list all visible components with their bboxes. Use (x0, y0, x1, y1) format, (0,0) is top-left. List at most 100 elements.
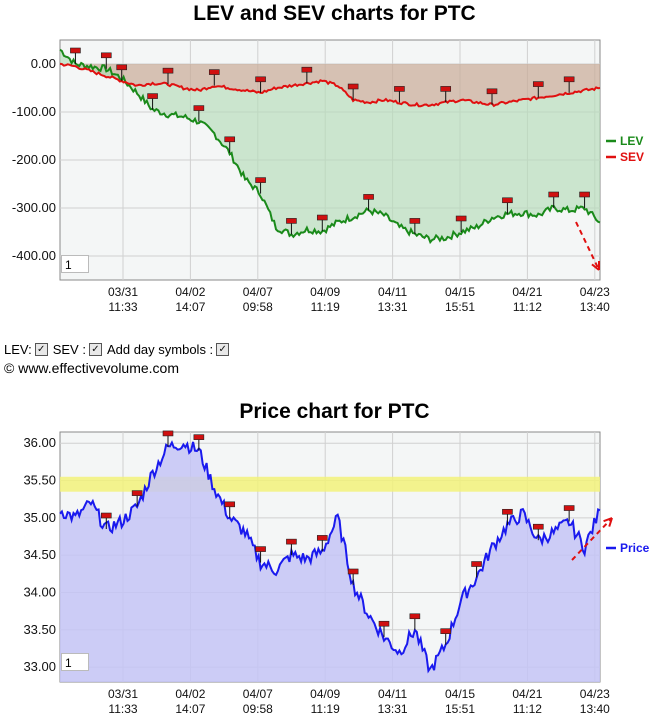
x-tick-time: 11:33 (108, 300, 137, 314)
lev-area (60, 49, 600, 243)
x-tick-date: 04/07 (243, 285, 273, 299)
day-marker (286, 538, 297, 545)
x-tick-date: 04/15 (445, 285, 475, 299)
x-tick-time: 09:58 (243, 702, 273, 716)
day-marker (409, 613, 421, 620)
x-tick-time: 11:19 (311, 300, 340, 314)
x-tick-date: 04/11 (378, 687, 407, 701)
day-marker (440, 628, 452, 634)
day-marker (532, 81, 544, 87)
x-tick-date: 04/21 (512, 285, 542, 299)
x-tick-time: 14:07 (175, 702, 205, 716)
y-tick-label: -100.00 (12, 104, 56, 119)
y-tick-label: 34.50 (23, 547, 56, 562)
day-marker (548, 191, 560, 198)
x-tick-date: 04/11 (378, 285, 407, 299)
x-tick-date: 04/21 (512, 687, 542, 701)
y-tick-label: -200.00 (12, 152, 56, 167)
lev-checkbox-label: LEV: (4, 342, 32, 357)
legend-label: SEV (620, 150, 644, 164)
x-tick-date: 04/09 (310, 687, 340, 701)
legend-label: Price (620, 541, 650, 555)
series-line-price (59, 440, 601, 674)
y-tick-label: 36.00 (23, 435, 56, 450)
day-marker (440, 86, 452, 92)
day-marker (347, 568, 359, 575)
highlight-band (60, 476, 600, 492)
x-tick-time: 14:07 (175, 300, 205, 314)
x-tick-date: 04/23 (580, 285, 610, 299)
day-marker (316, 535, 328, 541)
lev-sev-chart-title: LEV and SEV charts for PTC (193, 2, 476, 25)
y-tick-label: 33.00 (23, 659, 56, 674)
sev-checkbox[interactable]: ✓ (88, 343, 102, 356)
day-marker (224, 136, 236, 143)
y-tick-label: 34.00 (23, 584, 56, 599)
day-marker (471, 561, 482, 567)
day-marker (100, 512, 112, 519)
day-symbols-checkbox[interactable]: ✓ (216, 343, 230, 356)
chart-controls: LEV: ✓ SEV : ✓ Add day symbols : ✓ (4, 342, 231, 357)
sev-area (60, 63, 600, 107)
day-marker (579, 191, 590, 198)
day-marker (347, 83, 359, 90)
x-tick-time: 13:40 (580, 300, 610, 314)
x-tick-time: 11:19 (311, 702, 340, 716)
price-area (60, 441, 600, 682)
x-tick-time: 09:58 (243, 300, 273, 314)
x-tick-time: 11:12 (513, 702, 542, 716)
page-number-input-top[interactable]: 1 (61, 255, 89, 273)
y-tick-label: -400.00 (12, 248, 56, 263)
x-tick-date: 03/31 (108, 687, 138, 701)
trend-arrow-head (603, 517, 613, 527)
day-marker (486, 88, 498, 95)
x-tick-time: 11:12 (513, 300, 542, 314)
y-tick-label: 35.50 (23, 473, 56, 488)
series-line-sev (59, 62, 601, 108)
day-marker (100, 52, 112, 59)
y-tick-label: 0.00 (31, 56, 56, 71)
day-marker (208, 69, 220, 75)
day-marker (255, 76, 266, 83)
x-tick-time: 15:51 (445, 300, 475, 314)
y-tick-label: 35.00 (23, 510, 56, 525)
page-number-input-bottom[interactable]: 1 (61, 653, 89, 671)
day-marker (409, 218, 421, 224)
day-marker (286, 218, 297, 224)
day-marker (316, 214, 328, 221)
day-marker (255, 177, 266, 183)
y-tick-label: 33.50 (23, 622, 56, 637)
y-tick-label: -300.00 (12, 200, 56, 215)
x-tick-date: 04/23 (580, 687, 610, 701)
day-marker (502, 197, 513, 204)
copyright-text: © www.effectivevolume.com (4, 360, 180, 376)
trend-arrow (571, 517, 613, 561)
day-marker (70, 47, 81, 54)
x-tick-date: 04/02 (175, 285, 205, 299)
day-symbols-checkbox-label: Add day symbols : (106, 342, 214, 357)
series-line-lev (59, 48, 601, 245)
day-marker (301, 66, 313, 73)
day-marker (532, 523, 544, 530)
day-marker (131, 490, 143, 496)
x-tick-time: 15:51 (445, 702, 475, 716)
day-marker (363, 194, 374, 200)
x-tick-date: 04/09 (310, 285, 340, 299)
day-marker (147, 93, 158, 99)
day-marker (116, 64, 128, 71)
x-tick-date: 03/31 (108, 285, 138, 299)
sev-checkbox-label: SEV : (52, 342, 86, 357)
legend-label: LEV (620, 134, 643, 148)
x-tick-date: 04/02 (175, 687, 205, 701)
trend-arrow-head (591, 260, 601, 271)
x-tick-time: 13:31 (378, 702, 408, 716)
day-marker (502, 508, 513, 515)
lev-checkbox[interactable]: ✓ (34, 343, 48, 356)
day-marker (255, 546, 266, 552)
day-marker (563, 76, 575, 83)
x-tick-time: 11:33 (108, 702, 137, 716)
day-marker (455, 215, 467, 222)
day-marker (563, 505, 575, 511)
